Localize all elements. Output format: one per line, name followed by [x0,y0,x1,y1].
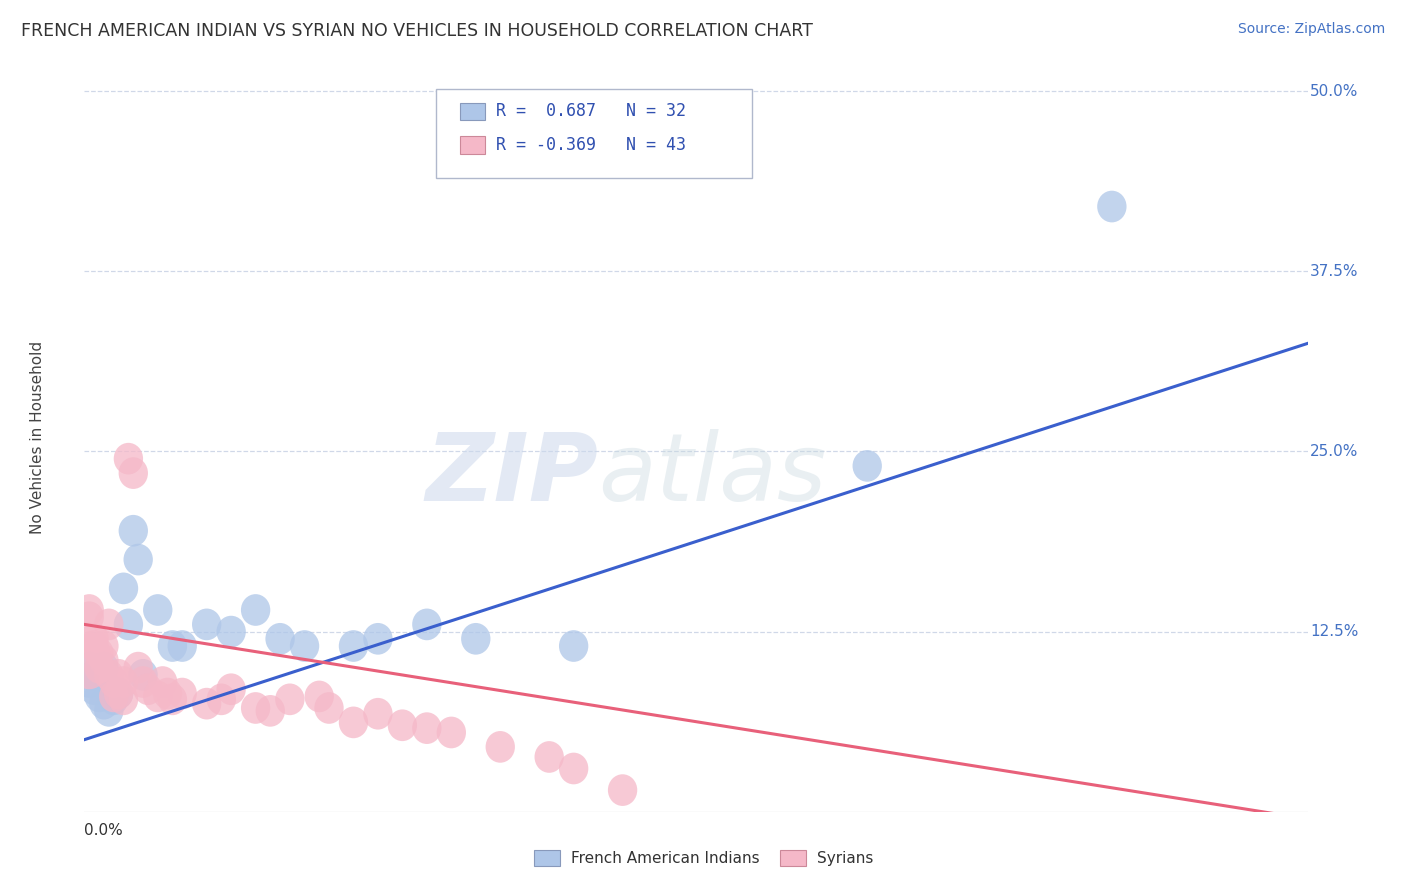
Ellipse shape [363,698,392,730]
Ellipse shape [167,630,197,662]
Text: Source: ZipAtlas.com: Source: ZipAtlas.com [1237,22,1385,37]
Ellipse shape [143,681,173,713]
Text: 50.0%: 50.0% [1310,84,1358,99]
Text: 37.5%: 37.5% [1310,264,1358,279]
Ellipse shape [80,630,108,662]
Ellipse shape [104,678,134,709]
Ellipse shape [134,673,163,705]
Ellipse shape [560,753,588,784]
Ellipse shape [1097,191,1126,222]
Ellipse shape [534,741,564,772]
Ellipse shape [118,458,148,489]
Ellipse shape [290,630,319,662]
Ellipse shape [143,594,173,626]
Ellipse shape [94,608,124,640]
Ellipse shape [240,692,270,723]
Ellipse shape [124,544,153,575]
Ellipse shape [124,652,153,683]
Ellipse shape [114,442,143,475]
Ellipse shape [217,673,246,705]
Ellipse shape [75,652,104,683]
Text: 0.0%: 0.0% [84,823,124,838]
Ellipse shape [84,638,114,669]
Ellipse shape [108,683,138,715]
Text: atlas: atlas [598,429,827,520]
Ellipse shape [75,666,104,698]
Text: FRENCH AMERICAN INDIAN VS SYRIAN NO VEHICLES IN HOUSEHOLD CORRELATION CHART: FRENCH AMERICAN INDIAN VS SYRIAN NO VEHI… [21,22,813,40]
Ellipse shape [388,709,418,741]
Ellipse shape [461,623,491,655]
Ellipse shape [217,615,246,648]
Ellipse shape [128,666,157,698]
Ellipse shape [363,623,392,655]
Ellipse shape [560,630,588,662]
Ellipse shape [153,678,183,709]
Ellipse shape [84,681,114,713]
Text: R = -0.369   N = 43: R = -0.369 N = 43 [496,136,686,153]
Ellipse shape [339,706,368,739]
Ellipse shape [89,630,118,662]
Ellipse shape [118,515,148,547]
Ellipse shape [89,645,118,676]
Ellipse shape [84,652,114,683]
Ellipse shape [193,688,221,720]
Ellipse shape [114,608,143,640]
Ellipse shape [80,673,108,705]
Ellipse shape [67,632,111,690]
Text: Syrians: Syrians [817,851,873,865]
Text: R =  0.687   N = 32: R = 0.687 N = 32 [496,102,686,120]
Ellipse shape [104,659,134,690]
Text: French American Indians: French American Indians [571,851,759,865]
Ellipse shape [852,450,882,482]
Text: No Vehicles in Household: No Vehicles in Household [31,341,45,533]
Ellipse shape [412,713,441,744]
Ellipse shape [339,630,368,662]
Ellipse shape [485,731,515,763]
Ellipse shape [89,688,118,720]
Ellipse shape [276,683,305,715]
Ellipse shape [437,716,465,748]
Ellipse shape [315,692,343,723]
Ellipse shape [80,623,108,655]
Ellipse shape [128,659,157,690]
Ellipse shape [157,683,187,715]
Ellipse shape [98,666,128,698]
Text: ZIP: ZIP [425,428,598,521]
Ellipse shape [94,673,124,705]
Ellipse shape [94,695,124,727]
Ellipse shape [108,573,138,604]
Ellipse shape [80,659,108,690]
Ellipse shape [207,683,236,715]
Ellipse shape [240,594,270,626]
Ellipse shape [193,608,221,640]
Ellipse shape [256,695,285,727]
Ellipse shape [148,666,177,698]
Ellipse shape [75,594,104,626]
Ellipse shape [412,608,441,640]
Ellipse shape [266,623,295,655]
Ellipse shape [305,681,333,713]
Text: 25.0%: 25.0% [1310,444,1358,459]
Ellipse shape [104,678,134,709]
Ellipse shape [157,630,187,662]
Ellipse shape [98,683,128,715]
Ellipse shape [167,678,197,709]
Text: 12.5%: 12.5% [1310,624,1358,639]
Ellipse shape [84,659,114,690]
Ellipse shape [75,601,104,633]
Ellipse shape [94,659,124,690]
Ellipse shape [607,774,637,806]
Ellipse shape [98,681,128,713]
Ellipse shape [108,666,138,698]
Ellipse shape [89,652,118,683]
